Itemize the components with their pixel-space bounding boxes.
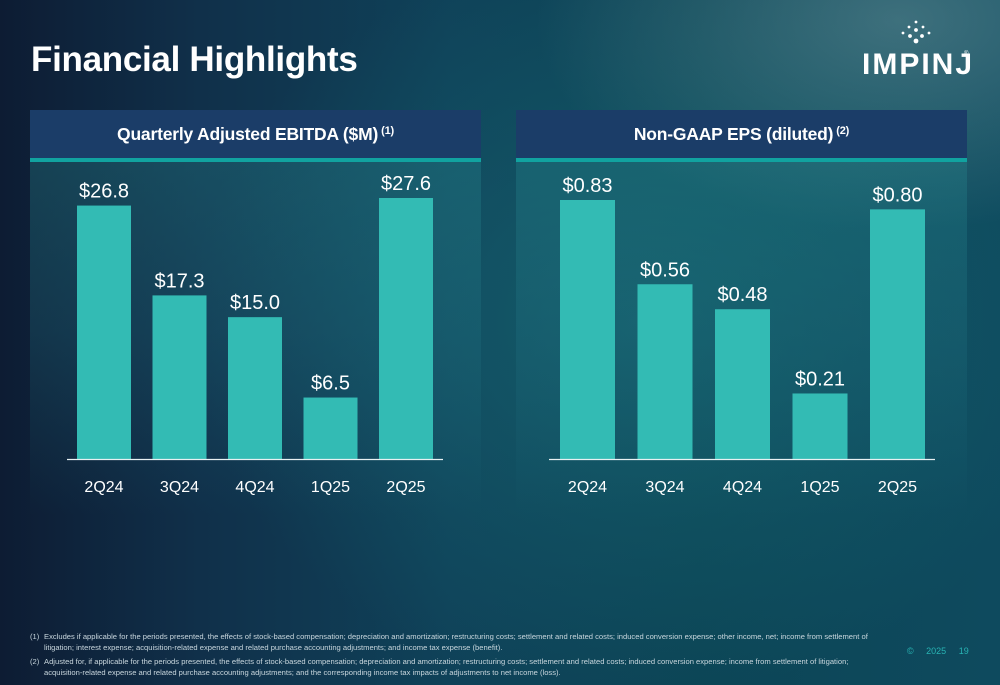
eps-bar-2Q25	[870, 209, 925, 459]
eps-bar-2Q24	[560, 200, 615, 459]
impinj-logo: IMPINJ ®	[858, 18, 972, 81]
ebitda-data-label-3Q24: $17.3	[154, 270, 204, 292]
eps-data-label-2Q24: $0.83	[562, 175, 612, 197]
ebitda-bar-2Q24	[77, 205, 131, 459]
ebitda-bar-1Q25	[303, 397, 358, 459]
footnote-1-text: Excludes if applicable for the periods p…	[44, 632, 868, 652]
ebitda-bar-2Q25	[379, 198, 433, 459]
ebitda-data-label-2Q25: $27.6	[381, 173, 431, 195]
page-title: Financial Highlights	[31, 40, 358, 79]
eps-data-label-3Q24: $0.56	[640, 259, 690, 281]
ebitda-data-label-4Q24: $15.0	[230, 292, 280, 314]
ebitda-footnote-ref: (1)	[381, 124, 394, 137]
footnote-2: (2) Adjusted for, if applicable for the …	[30, 657, 880, 678]
eps-x-tick-2Q24: 2Q24	[568, 479, 607, 496]
eps-data-label-1Q25: $0.21	[795, 368, 845, 390]
page-number: 19	[958, 646, 969, 656]
copyright-year: 2025	[926, 646, 947, 656]
eps-x-tick-1Q25: 1Q25	[800, 479, 839, 496]
eps-panel-title: Non-GAAP EPS (diluted) (2)	[633, 123, 850, 145]
eps-x-tick-3Q24: 3Q24	[645, 479, 684, 496]
eps-bar-4Q24	[715, 309, 770, 459]
eps-data-label-4Q24: $0.48	[717, 284, 767, 306]
footnote-2-text: Adjusted for, if applicable for the peri…	[44, 657, 849, 677]
eps-x-tick-4Q24: 4Q24	[723, 479, 762, 496]
eps-bar-1Q25	[792, 393, 848, 459]
eps-bar-3Q24	[637, 284, 693, 459]
logo-wordmark: IMPINJ	[862, 48, 975, 81]
ebitda-data-label-2Q24: $26.8	[79, 181, 129, 203]
footnote-1-number: (1)	[30, 632, 40, 641]
eps-x-tick-2Q25: 2Q25	[878, 479, 917, 496]
slide-footer: © 2025 19	[907, 646, 979, 656]
ebitda-x-tick-1Q25: 1Q25	[311, 479, 350, 496]
ebitda-x-tick-2Q25: 2Q25	[386, 479, 425, 496]
footnotes: (1) Excludes if applicable for the perio…	[30, 632, 880, 682]
footnote-2-number: (2)	[30, 657, 40, 666]
eps-panel-header: Non-GAAP EPS (diluted) (2)	[516, 110, 967, 162]
eps-data-label-2Q25: $0.80	[872, 184, 922, 206]
ebitda-panel-title: Quarterly Adjusted EBITDA ($M) (1)	[117, 124, 394, 145]
footnote-1: (1) Excludes if applicable for the perio…	[30, 632, 880, 653]
ebitda-bar-3Q24	[152, 295, 207, 459]
eps-title-text: Non-GAAP EPS (diluted)	[633, 123, 834, 144]
ebitda-x-tick-4Q24: 4Q24	[235, 479, 274, 496]
eps-chart: $0.83 2Q24 $0.56 3Q24 $0.48 4Q24 $0.21 1Q25 $0.8…	[549, 175, 935, 496]
copyright-icon: ©	[907, 646, 914, 656]
ebitda-title-text: Quarterly Adjusted EBITDA ($M)	[117, 123, 379, 144]
ebitda-x-tick-3Q24: 3Q24	[160, 479, 199, 496]
logo-registered-mark: ®	[964, 51, 969, 57]
ebitda-data-label-1Q25: $6.5	[311, 373, 350, 395]
ebitda-bar-4Q24	[228, 317, 282, 459]
eps-footnote-ref: (2)	[836, 124, 850, 137]
ebitda-chart: $26.8 2Q24 $17.3 3Q24 $15.0 4Q24 $6.5 1Q25 $27.6…	[67, 173, 443, 496]
ebitda-x-tick-2Q24: 2Q24	[84, 479, 123, 496]
logo-dots-icon	[901, 20, 931, 44]
ebitda-panel-header: Quarterly Adjusted EBITDA ($M) (1)	[30, 110, 481, 162]
